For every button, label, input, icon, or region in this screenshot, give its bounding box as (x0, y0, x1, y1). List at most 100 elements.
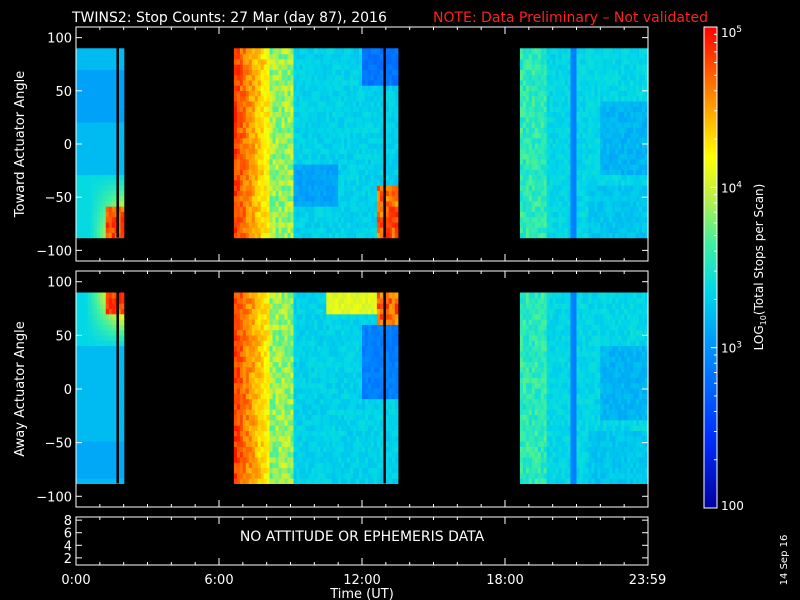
heatmap-cell (540, 148, 545, 155)
heatmap-cell (338, 58, 342, 65)
heatmap-cell (120, 403, 125, 410)
heatmap-cell (636, 95, 640, 102)
heatmap-cell (239, 356, 244, 362)
heatmap-cell (391, 185, 396, 191)
heatmap-cell (278, 142, 283, 149)
heatmap-cell (323, 132, 327, 139)
heatmap-cell (105, 148, 110, 155)
heatmap-cell (356, 200, 360, 207)
heatmap-cell (117, 456, 122, 463)
heatmap-cell (96, 313, 101, 320)
heatmap-cell (117, 179, 122, 186)
heatmap-cell (561, 142, 566, 149)
heatmap-cell (347, 200, 351, 207)
heatmap-cell (99, 387, 104, 394)
heatmap-cell (546, 79, 551, 86)
heatmap-cell (251, 393, 256, 400)
heatmap-cell (82, 419, 86, 426)
heatmap-cell (642, 200, 646, 207)
heatmap-cell (99, 221, 104, 228)
heatmap-cell (356, 116, 360, 123)
heatmap-cell (120, 116, 125, 123)
heatmap-cell (329, 195, 333, 202)
heatmap-cell (612, 179, 616, 186)
heatmap-cell (579, 69, 584, 76)
heatmap-cell (639, 174, 643, 181)
heatmap-cell (117, 211, 122, 218)
heatmap-cell (350, 100, 354, 107)
heatmap-cell (615, 69, 619, 76)
heatmap-cell (245, 206, 250, 212)
heatmap-cell (236, 387, 241, 394)
heatmap-cell (540, 64, 545, 70)
heatmap-cell (379, 142, 384, 149)
heatmap-cell (603, 85, 607, 91)
heatmap-cell (296, 227, 301, 233)
heatmap-cell (359, 206, 363, 212)
heatmap-cell (549, 64, 554, 70)
heatmap-cell (93, 340, 98, 347)
heatmap-cell (120, 195, 125, 202)
heatmap-cell (347, 164, 351, 170)
heatmap-cell (573, 95, 578, 102)
heatmap-cell (82, 382, 86, 389)
heatmap-cell (552, 132, 557, 139)
heatmap-cell (79, 74, 83, 81)
heatmap-cell (531, 169, 536, 176)
heatmap-cell (302, 195, 306, 202)
heatmap-cell (314, 164, 318, 170)
heatmap-cell (120, 303, 125, 309)
heatmap-cell (260, 95, 265, 102)
heatmap-cell (82, 211, 86, 218)
heatmap-cell (582, 74, 587, 81)
heatmap-cell (370, 132, 375, 139)
heatmap-cell (90, 292, 95, 299)
heatmap-cell (555, 195, 560, 202)
heatmap-cell (543, 116, 548, 123)
heatmap-cell (117, 478, 122, 484)
heatmap-cell (245, 111, 250, 118)
heatmap-cell (350, 174, 354, 181)
heatmap-cell (111, 142, 116, 149)
heatmap-cell (531, 74, 536, 81)
heatmap-cell (257, 106, 262, 112)
heatmap-cell (338, 111, 342, 118)
heatmap-cell (341, 53, 345, 60)
heatmap-cell (248, 90, 253, 97)
heatmap-cell (338, 211, 342, 218)
heatmap-cell (260, 64, 265, 70)
heatmap-cell (305, 85, 309, 91)
heatmap-cell (519, 90, 524, 97)
heatmap-cell (84, 121, 89, 128)
heatmap-cell (233, 303, 238, 309)
heatmap-cell (96, 472, 101, 479)
heatmap-cell (284, 195, 289, 202)
heatmap-cell (82, 398, 86, 405)
heatmap-cell (84, 419, 89, 426)
heatmap-cell (642, 179, 646, 186)
heatmap-cell (347, 158, 351, 165)
heatmap-cell (356, 100, 360, 107)
heatmap-cell (633, 85, 637, 91)
heatmap-cell (588, 121, 592, 128)
heatmap-cell (76, 478, 80, 484)
heatmap-cell (335, 53, 339, 60)
heatmap-cell (540, 232, 545, 239)
heatmap-cell (594, 85, 598, 91)
heatmap-cell (350, 179, 354, 186)
heatmap-cell (266, 100, 271, 107)
heatmap-cell (600, 142, 604, 149)
heatmap-cell (540, 132, 545, 139)
heatmap-cell (84, 361, 89, 368)
heatmap-cell (293, 211, 298, 218)
heatmap-cell (76, 169, 80, 176)
heatmap-cell (120, 58, 125, 65)
heatmap-cell (591, 48, 595, 55)
heatmap-cell (388, 227, 393, 233)
heatmap-cell (373, 153, 378, 160)
heatmap-cell (600, 64, 604, 70)
heatmap-cell (543, 95, 548, 102)
heatmap-cell (272, 111, 277, 118)
heatmap-cell (251, 174, 256, 181)
heatmap-cell (320, 164, 324, 170)
